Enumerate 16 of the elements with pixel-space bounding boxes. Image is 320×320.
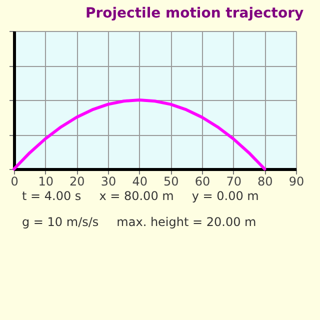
x-tick-label: 60: [194, 174, 210, 188]
x-tick-label: 90: [288, 174, 304, 188]
x-tick-label: 50: [164, 174, 179, 188]
x-tick-label: 0: [10, 174, 18, 188]
text: x = 80.00 m: [99, 189, 174, 203]
x-tick-label: 10: [38, 174, 54, 188]
text: t = 4.00 s: [22, 189, 82, 203]
chart-title: Projectile motion trajectory: [85, 6, 304, 22]
x-tick-label: 80: [258, 174, 273, 188]
text: y = 0.00 m: [192, 189, 259, 203]
text: g = 10 m/s/s: [22, 215, 99, 229]
x-tick-label: 20: [70, 174, 85, 188]
x-tick-label: 70: [226, 174, 242, 188]
x-tick-label: 30: [100, 174, 116, 188]
text: max. height = 20.00 m: [116, 215, 256, 229]
x-tick-label: 40: [132, 174, 148, 188]
